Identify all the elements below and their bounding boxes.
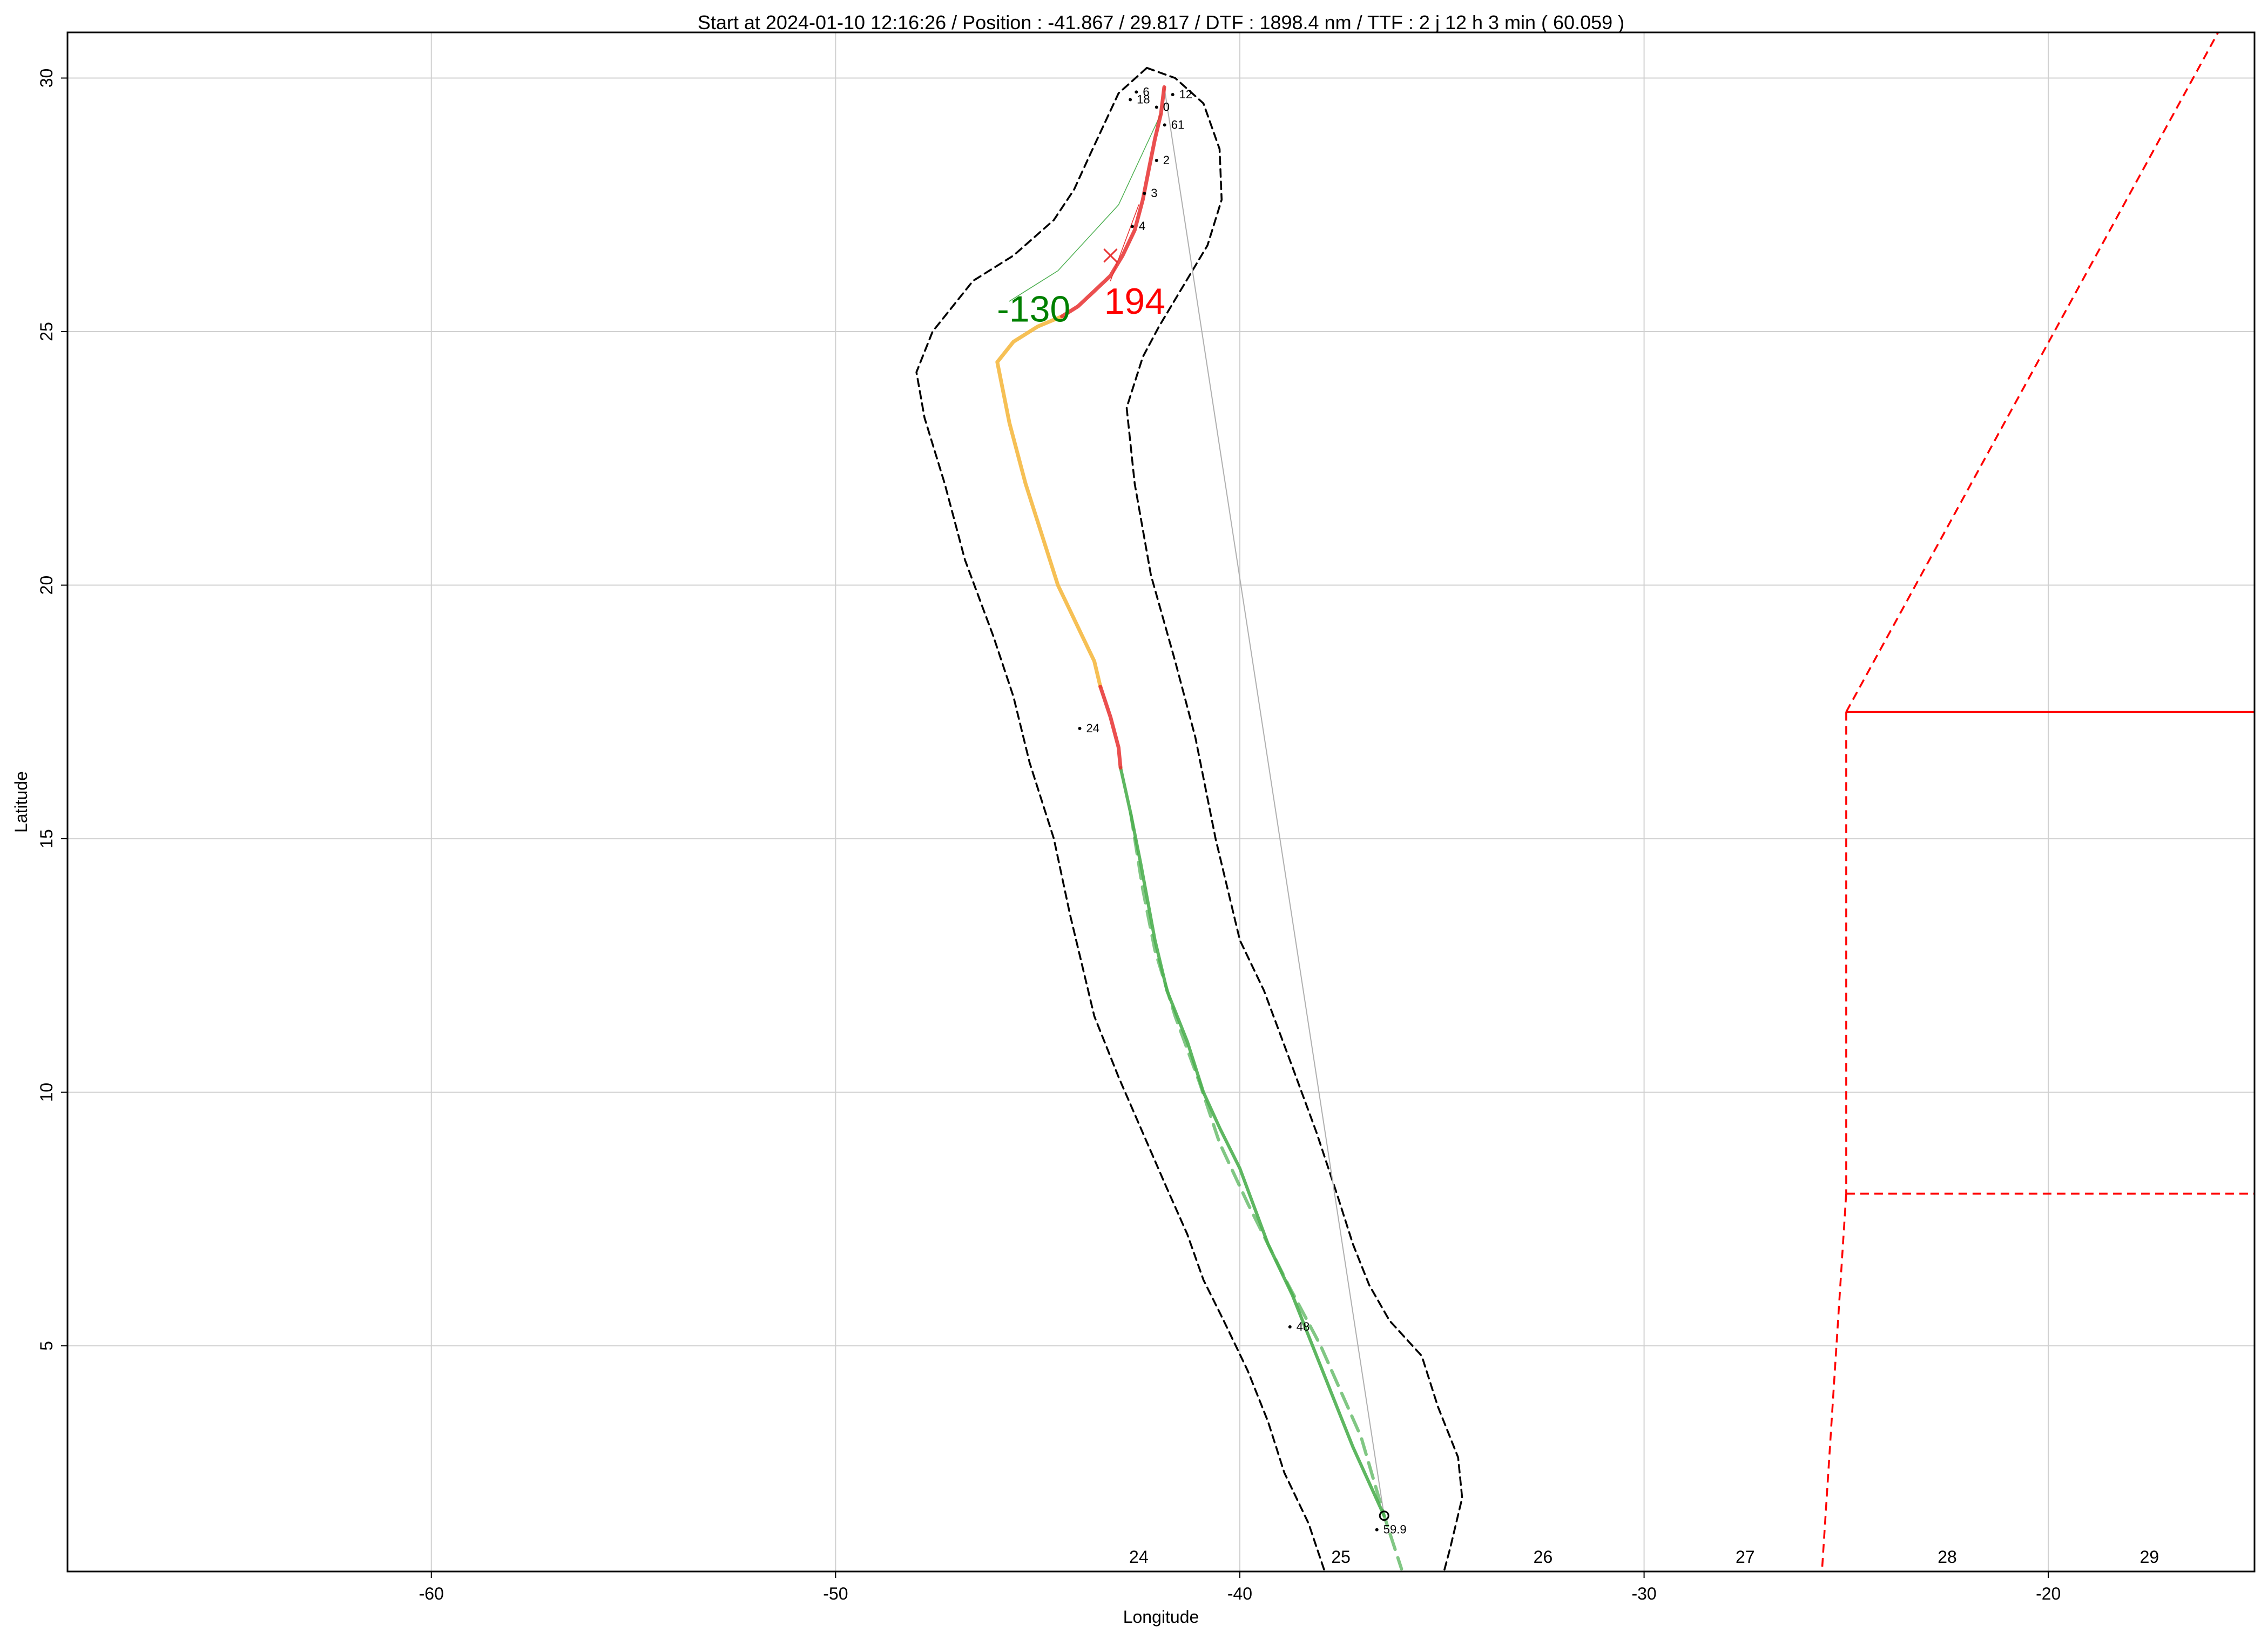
x-tick-label: -20 — [2036, 1584, 2061, 1603]
hour-dot — [1163, 123, 1166, 127]
hour-label: 4 — [1139, 219, 1145, 233]
end-circle-marker — [1379, 1510, 1389, 1521]
x-ticks: -60 -50 -40 -30 -20 — [419, 1571, 2061, 1603]
zone-lines — [1821, 32, 2254, 1572]
hour-dot — [1129, 98, 1132, 102]
hour-label: 12 — [1179, 87, 1192, 101]
series-green-dashed — [1129, 812, 1403, 1571]
hour-label: 61 — [1171, 118, 1184, 131]
day-label: 24 — [1129, 1547, 1149, 1567]
plot-frame — [66, 31, 2256, 1573]
hour-label: 2 — [1163, 153, 1170, 167]
hour-label: 6 — [1143, 85, 1149, 98]
hour-label: 59.9 — [1383, 1523, 1407, 1536]
y-tick-label: 20 — [37, 576, 56, 595]
hour-dot — [1135, 90, 1138, 94]
series-envelope-outer — [1125, 66, 1463, 1573]
series-green — [1119, 766, 1386, 1517]
series-envelope-inner — [915, 66, 1326, 1573]
series-thin-green — [1009, 113, 1162, 302]
day-label: 26 — [1534, 1547, 1553, 1567]
hour-label: 24 — [1086, 721, 1099, 735]
hour-label: 0 — [1163, 100, 1170, 114]
annotations: 618 0 12 61 2 3 4 24 48 59.9 24 25 26 27 28 29 -130 194 — [997, 85, 2159, 1567]
score-label: -130 — [997, 288, 1070, 329]
day-label: 29 — [2140, 1547, 2159, 1567]
y-ticks: 5 10 15 20 25 30 — [37, 69, 68, 1351]
x-axis-label: Longitude — [1123, 1607, 1199, 1627]
x-tick-label: -60 — [419, 1584, 444, 1603]
hour-dot — [1288, 1325, 1292, 1328]
score-label: 194 — [1104, 281, 1165, 322]
day-label: 25 — [1331, 1547, 1351, 1567]
series-thin-grey — [1164, 86, 1385, 1516]
chart-title: Start at 2024-01-10 12:16:26 / Position … — [698, 11, 1624, 33]
zone-line — [1821, 1193, 1847, 1572]
route-series — [915, 66, 1463, 1573]
hour-dot — [1130, 225, 1134, 228]
hour-dot — [1375, 1528, 1379, 1532]
zone-line — [1845, 32, 2219, 713]
series-red-start — [1060, 85, 1166, 319]
route-markers — [1103, 248, 1389, 1521]
y-tick-label: 25 — [37, 322, 56, 341]
hour-label: 3 — [1151, 186, 1157, 200]
y-tick-label: 10 — [37, 1083, 56, 1102]
y-tick-label: 5 — [37, 1341, 56, 1351]
hour-dot — [1143, 192, 1146, 195]
day-label: 28 — [1938, 1547, 1957, 1567]
hour-dot — [1155, 105, 1158, 109]
y-axis-label: Latitude — [11, 771, 31, 833]
hour-dot — [1171, 93, 1174, 97]
hour-dot — [1078, 726, 1082, 730]
hour-dot — [1155, 159, 1158, 163]
grid — [68, 32, 2254, 1571]
hour-label: 18 — [1137, 92, 1150, 106]
x-tick-label: -40 — [1227, 1584, 1252, 1603]
series-red-mid — [1098, 684, 1123, 770]
y-tick-label: 30 — [37, 69, 56, 88]
x-tick-label: -30 — [1631, 1584, 1656, 1603]
day-label: 27 — [1736, 1547, 1755, 1567]
series-orange — [995, 314, 1103, 689]
x-tick-label: -50 — [823, 1584, 848, 1603]
cross-marker — [1103, 248, 1118, 263]
hour-label: 48 — [1297, 1320, 1310, 1333]
y-tick-label: 15 — [37, 829, 56, 848]
